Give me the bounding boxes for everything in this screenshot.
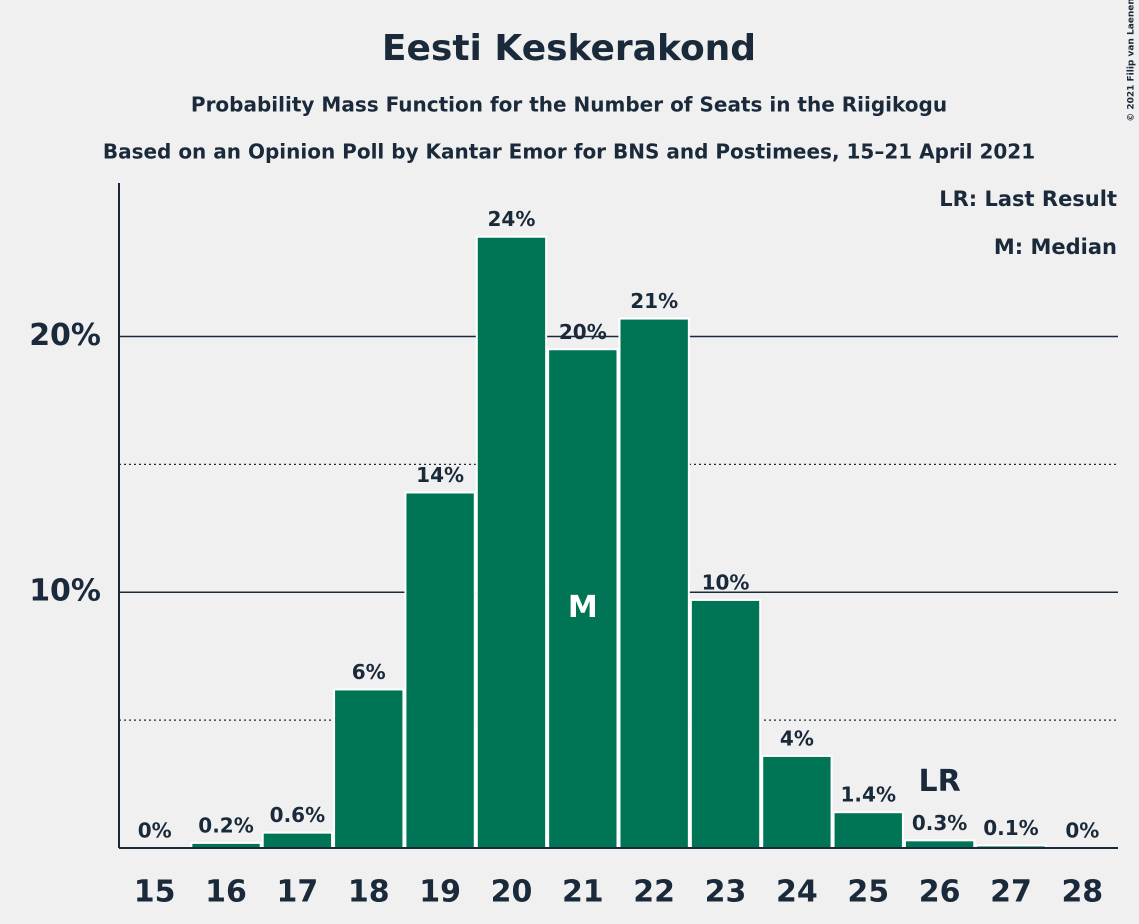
x-tick-label: 17 <box>277 875 319 910</box>
value-label: 0.3% <box>912 811 967 835</box>
legend-entry: M: Median <box>994 235 1117 259</box>
x-tick-label: 25 <box>847 875 889 910</box>
bar <box>761 754 833 850</box>
value-label: 14% <box>416 463 464 487</box>
x-tick-label: 19 <box>419 875 461 910</box>
last-result-marker: LR <box>918 764 960 799</box>
value-label: 1.4% <box>841 783 896 807</box>
x-tick-label: 15 <box>134 875 176 910</box>
x-tick-label: 16 <box>205 875 247 910</box>
x-tick-label: 21 <box>562 875 604 910</box>
value-label: 0% <box>138 819 172 843</box>
value-label: 10% <box>702 570 750 594</box>
value-label: 0.1% <box>983 816 1038 840</box>
y-tick-label: 20% <box>29 318 101 353</box>
value-label: 6% <box>352 660 386 684</box>
bar <box>618 317 690 849</box>
subtitle: Probability Mass Function for the Number… <box>191 93 947 117</box>
bar <box>261 831 334 850</box>
bar <box>689 598 762 850</box>
y-tick-label: 10% <box>29 574 101 609</box>
bar <box>333 688 405 850</box>
value-label: 24% <box>488 207 536 231</box>
x-tick-label: 22 <box>633 875 675 910</box>
value-label: 21% <box>630 289 678 313</box>
bar <box>903 839 976 849</box>
value-label: 0.6% <box>270 803 325 827</box>
x-tick-label: 24 <box>776 875 818 910</box>
value-label: 0% <box>1065 819 1099 843</box>
x-tick-label: 20 <box>491 875 533 910</box>
x-tick-label: 28 <box>1061 875 1103 910</box>
median-marker: M <box>568 590 598 625</box>
bar <box>832 811 904 850</box>
copyright: © 2021 Filip van Laenen <box>1127 0 1137 122</box>
legend-entry: LR: Last Result <box>939 187 1117 211</box>
x-tick-label: 27 <box>990 875 1032 910</box>
x-tick-label: 18 <box>348 875 390 910</box>
x-tick-label: 23 <box>705 875 747 910</box>
chart-title: Eesti Keskerakond <box>382 28 756 69</box>
subtitle: Based on an Opinion Poll by Kantar Emor … <box>103 140 1035 164</box>
value-label: 4% <box>780 726 814 750</box>
bar <box>475 235 548 849</box>
bar <box>547 348 619 849</box>
value-label: 0.2% <box>198 813 253 837</box>
x-tick-label: 26 <box>919 875 961 910</box>
value-label: 20% <box>559 320 607 344</box>
bar <box>404 491 476 849</box>
